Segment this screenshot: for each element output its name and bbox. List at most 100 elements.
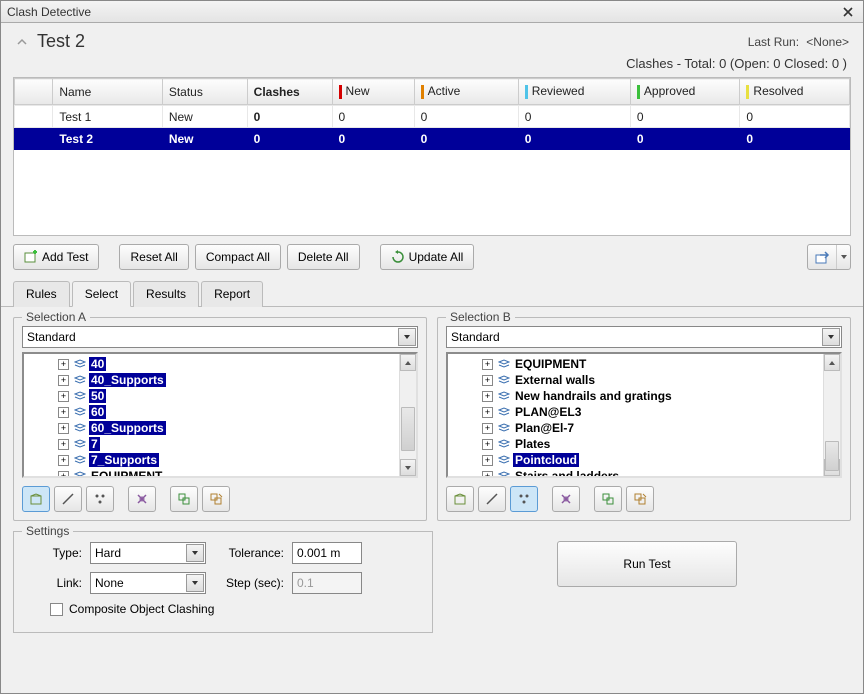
tree-item[interactable]: +New handrails and gratings [448,388,840,404]
scroll-up-icon[interactable] [824,354,840,371]
column-header[interactable]: New [332,79,414,105]
tree-item[interactable]: +7_Supports [24,452,416,468]
expand-icon[interactable]: + [482,471,493,479]
selection-b-tree[interactable]: +EQUIPMENT+External walls+New handrails … [446,352,842,478]
run-test-button[interactable]: Run Test [557,541,737,587]
tree-item[interactable]: +EQUIPMENT [24,468,416,478]
layer-icon [497,439,511,449]
layer-icon [497,391,511,401]
tab-rules[interactable]: Rules [13,281,70,307]
compact-all-button[interactable]: Compact All [195,244,281,270]
expand-icon[interactable]: + [58,455,69,466]
tree-item[interactable]: +Pointcloud [448,452,840,468]
add-test-button[interactable]: Add Test [13,244,99,270]
tree-item[interactable]: +PLAN@EL3 [448,404,840,420]
export-icon [814,249,830,265]
chevron-down-icon [822,328,840,346]
selection-a-panel: Selection A Standard +40+40_Supports+50+… [13,317,427,521]
expand-icon[interactable]: + [58,439,69,450]
select-same-icon[interactable] [594,486,622,512]
line-icon[interactable] [54,486,82,512]
surface-icon[interactable] [446,486,474,512]
tab-select[interactable]: Select [72,281,131,307]
expand-icon[interactable]: + [482,359,493,370]
column-header[interactable]: Active [414,79,518,105]
tabs: RulesSelectResultsReport [1,280,863,307]
self-intersect-icon[interactable] [552,486,580,512]
tree-item[interactable]: +60 [24,404,416,420]
column-header[interactable]: Reviewed [518,79,630,105]
column-header[interactable]: Status [162,79,247,105]
tab-results[interactable]: Results [133,281,199,307]
expand-icon[interactable]: + [58,471,69,479]
column-header[interactable]: Resolved [740,79,850,105]
type-select[interactable]: Hard [90,542,206,564]
tree-item[interactable]: +60_Supports [24,420,416,436]
tree-item[interactable]: +40_Supports [24,372,416,388]
column-header[interactable] [15,79,53,105]
link-select[interactable]: None [90,572,206,594]
selection-b-mode-combo[interactable]: Standard [446,326,842,348]
layer-icon [73,391,87,401]
current-test-name: Test 2 [37,31,748,52]
column-header[interactable]: Name [53,79,163,105]
expand-icon[interactable]: + [58,375,69,386]
layer-icon [73,407,87,417]
expand-icon[interactable]: + [58,359,69,370]
scrollbar-track[interactable] [824,371,840,459]
select-same-icon[interactable] [170,486,198,512]
reset-all-button[interactable]: Reset All [119,244,188,270]
expand-icon[interactable]: + [482,375,493,386]
update-all-button[interactable]: Update All [380,244,475,270]
tree-item[interactable]: +External walls [448,372,840,388]
composite-checkbox[interactable] [50,603,63,616]
table-row[interactable]: Test 1New000000 [15,106,850,128]
expand-icon[interactable]: + [58,391,69,402]
self-intersect-icon[interactable] [128,486,156,512]
tree-item[interactable]: +40 [24,356,416,372]
tests-panel: NameStatusClashesNewActiveReviewedApprov… [13,77,851,236]
expand-icon[interactable]: + [58,423,69,434]
tree-item[interactable]: +Plates [448,436,840,452]
expand-icon[interactable]: + [482,455,493,466]
expand-icon[interactable]: + [58,407,69,418]
surface-icon[interactable] [22,486,50,512]
tree-item[interactable]: +Stairs and ladders [448,468,840,478]
window-title: Clash Detective [7,5,839,19]
points-icon[interactable] [510,486,538,512]
selection-b-legend: Selection B [446,310,515,324]
tree-item[interactable]: +7 [24,436,416,452]
tab-report[interactable]: Report [201,281,263,307]
tolerance-label: Tolerance: [214,546,284,560]
column-header[interactable]: Approved [630,79,740,105]
points-icon[interactable] [86,486,114,512]
expand-icon[interactable]: + [482,423,493,434]
last-run: Last Run: <None> [748,34,849,49]
tree-item[interactable]: +EQUIPMENT [448,356,840,372]
close-icon[interactable] [839,4,857,20]
scrollbar-thumb[interactable] [825,441,839,471]
scroll-down-icon[interactable] [400,459,416,476]
scrollbar-thumb[interactable] [401,407,415,451]
export-dropdown-button[interactable] [807,244,851,270]
refresh-icon [391,250,405,264]
tree-item[interactable]: +50 [24,388,416,404]
column-header[interactable]: Clashes [247,79,332,105]
select-none-icon[interactable] [626,486,654,512]
tolerance-input[interactable]: 0.001 m [292,542,362,564]
expand-icon[interactable]: + [482,391,493,402]
scroll-up-icon[interactable] [400,354,416,371]
delete-all-button[interactable]: Delete All [287,244,360,270]
scrollbar-track[interactable] [400,371,416,459]
expand-icon[interactable]: + [482,439,493,450]
selection-a-mode-combo[interactable]: Standard [22,326,418,348]
tree-item[interactable]: +Plan@El-7 [448,420,840,436]
collapse-chevron-icon[interactable] [15,35,29,49]
select-none-icon[interactable] [202,486,230,512]
chevron-down-icon [398,328,416,346]
line-icon[interactable] [478,486,506,512]
table-row[interactable]: Test 2New000000 [15,128,850,150]
selection-a-tree[interactable]: +40+40_Supports+50+60+60_Supports+7+7_Su… [22,352,418,478]
expand-icon[interactable]: + [482,407,493,418]
layer-icon [73,439,87,449]
